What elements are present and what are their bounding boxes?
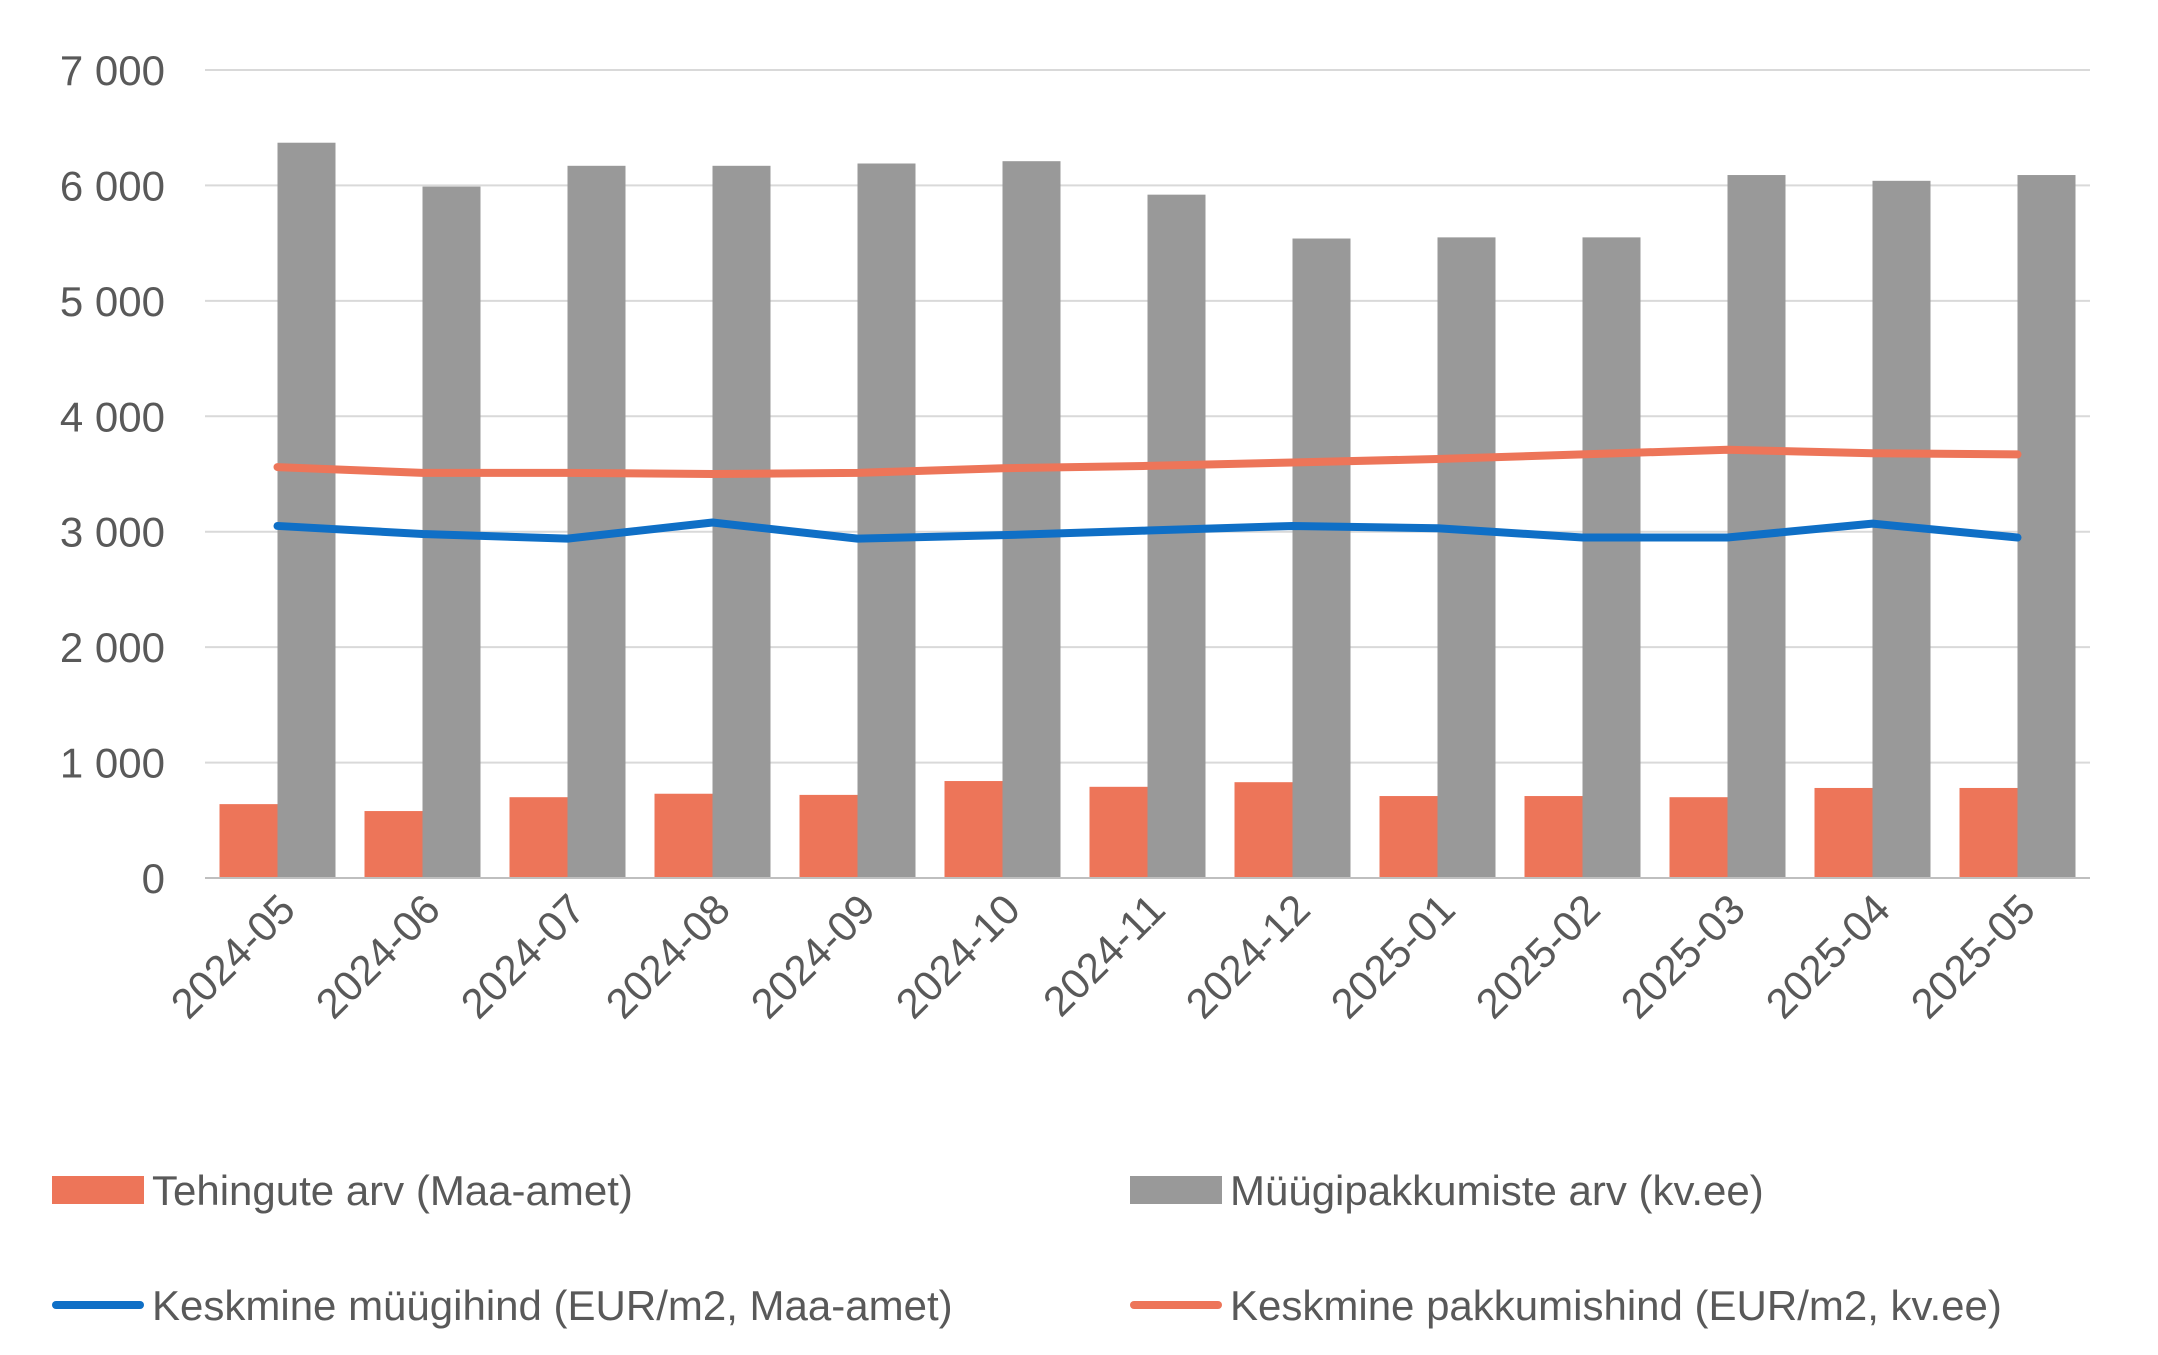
x-tick-label: 2024-06 bbox=[307, 885, 449, 1027]
bar-tehingute-arv bbox=[1669, 797, 1728, 878]
x-tick-label: 2024-09 bbox=[742, 885, 884, 1027]
bar-myygipakkumiste-arv bbox=[857, 163, 916, 879]
bar-myygipakkumiste-arv bbox=[1002, 161, 1061, 878]
legend-label: Keskmine pakkumishind (EUR/m2, kv.ee) bbox=[1230, 1282, 2002, 1329]
bar-tehingute-arv bbox=[1959, 787, 2018, 878]
x-tick-label: 2025-04 bbox=[1757, 885, 1899, 1027]
legend-label: Müügipakkumiste arv (kv.ee) bbox=[1230, 1167, 1764, 1214]
x-tick-label: 2025-03 bbox=[1612, 885, 1754, 1027]
bar-myygipakkumiste-arv bbox=[567, 165, 626, 878]
y-tick-label: 5 000 bbox=[60, 278, 165, 325]
x-tick-label: 2025-05 bbox=[1902, 885, 2044, 1027]
x-tick-label: 2024-08 bbox=[597, 885, 739, 1027]
y-tick-label: 7 000 bbox=[60, 47, 165, 94]
x-tick-label: 2024-05 bbox=[162, 885, 304, 1027]
bar-tehingute-arv bbox=[1234, 782, 1293, 878]
legend-item-keskmine-pakkumishind: Keskmine pakkumishind (EUR/m2, kv.ee) bbox=[1130, 1282, 2002, 1329]
bar-tehingute-arv bbox=[944, 781, 1003, 878]
bar-tehingute-arv bbox=[1379, 796, 1438, 878]
bar-myygipakkumiste-arv bbox=[277, 142, 336, 879]
line-keskmine-pakkumishind bbox=[273, 445, 2022, 478]
bar-tehingute-arv bbox=[1524, 796, 1583, 878]
bar-tehingute-arv bbox=[509, 797, 568, 878]
x-tick-label: 2025-01 bbox=[1322, 885, 1464, 1027]
bar-tehingute-arv bbox=[364, 811, 423, 878]
y-tick-label: 2 000 bbox=[60, 624, 165, 671]
bar-myygipakkumiste-arv bbox=[1147, 194, 1206, 879]
x-tick-label: 2024-10 bbox=[887, 885, 1029, 1027]
line-keskmine-myygihind bbox=[273, 518, 2022, 543]
legend-label: Tehingute arv (Maa-amet) bbox=[152, 1167, 633, 1214]
bars bbox=[219, 142, 2076, 879]
bar-tehingute-arv bbox=[654, 793, 713, 878]
bar-myygipakkumiste-arv bbox=[1292, 238, 1351, 879]
bar-myygipakkumiste-arv bbox=[1437, 237, 1496, 878]
legend-item-keskmine-myygihind: Keskmine müügihind (EUR/m2, Maa-amet) bbox=[52, 1282, 953, 1329]
legend-swatch bbox=[52, 1176, 144, 1204]
legend-item-tehingute-arv: Tehingute arv (Maa-amet) bbox=[52, 1167, 633, 1214]
y-tick-label: 4 000 bbox=[60, 393, 165, 440]
x-tick-label: 2024-07 bbox=[452, 885, 594, 1027]
bar-myygipakkumiste-arv bbox=[1582, 237, 1641, 878]
x-axis-tick-labels: 2024-05 2024-06 2024-07 2024-08 2024-09 2024-… bbox=[162, 885, 2044, 1027]
y-tick-label: 0 bbox=[142, 855, 165, 902]
lines bbox=[273, 445, 2022, 543]
bar-myygipakkumiste-arv bbox=[2017, 175, 2076, 879]
bar-tehingute-arv bbox=[799, 794, 858, 878]
x-tick-label: 2025-02 bbox=[1467, 885, 1609, 1027]
bar-tehingute-arv bbox=[219, 804, 278, 878]
bar-tehingute-arv bbox=[1814, 787, 1873, 878]
legend-item-myygipakkumiste-arv: Müügipakkumiste arv (kv.ee) bbox=[1130, 1167, 1764, 1214]
legend: Tehingute arv (Maa-amet) Müügipakkumiste … bbox=[52, 1167, 2002, 1329]
legend-label: Keskmine müügihind (EUR/m2, Maa-amet) bbox=[152, 1282, 953, 1329]
legend-swatch bbox=[1130, 1176, 1222, 1204]
x-tick-label: 2024-11 bbox=[1034, 885, 1174, 1025]
y-tick-label: 3 000 bbox=[60, 509, 165, 556]
y-axis-tick-labels: 0 1 000 2 000 3 000 4 000 5 000 6 000 7 000 bbox=[60, 47, 165, 902]
y-tick-label: 1 000 bbox=[60, 740, 165, 787]
bar-tehingute-arv bbox=[1089, 786, 1148, 878]
x-tick-label: 2024-12 bbox=[1177, 885, 1319, 1027]
y-tick-label: 6 000 bbox=[60, 162, 165, 209]
bar-myygipakkumiste-arv bbox=[1727, 175, 1786, 879]
